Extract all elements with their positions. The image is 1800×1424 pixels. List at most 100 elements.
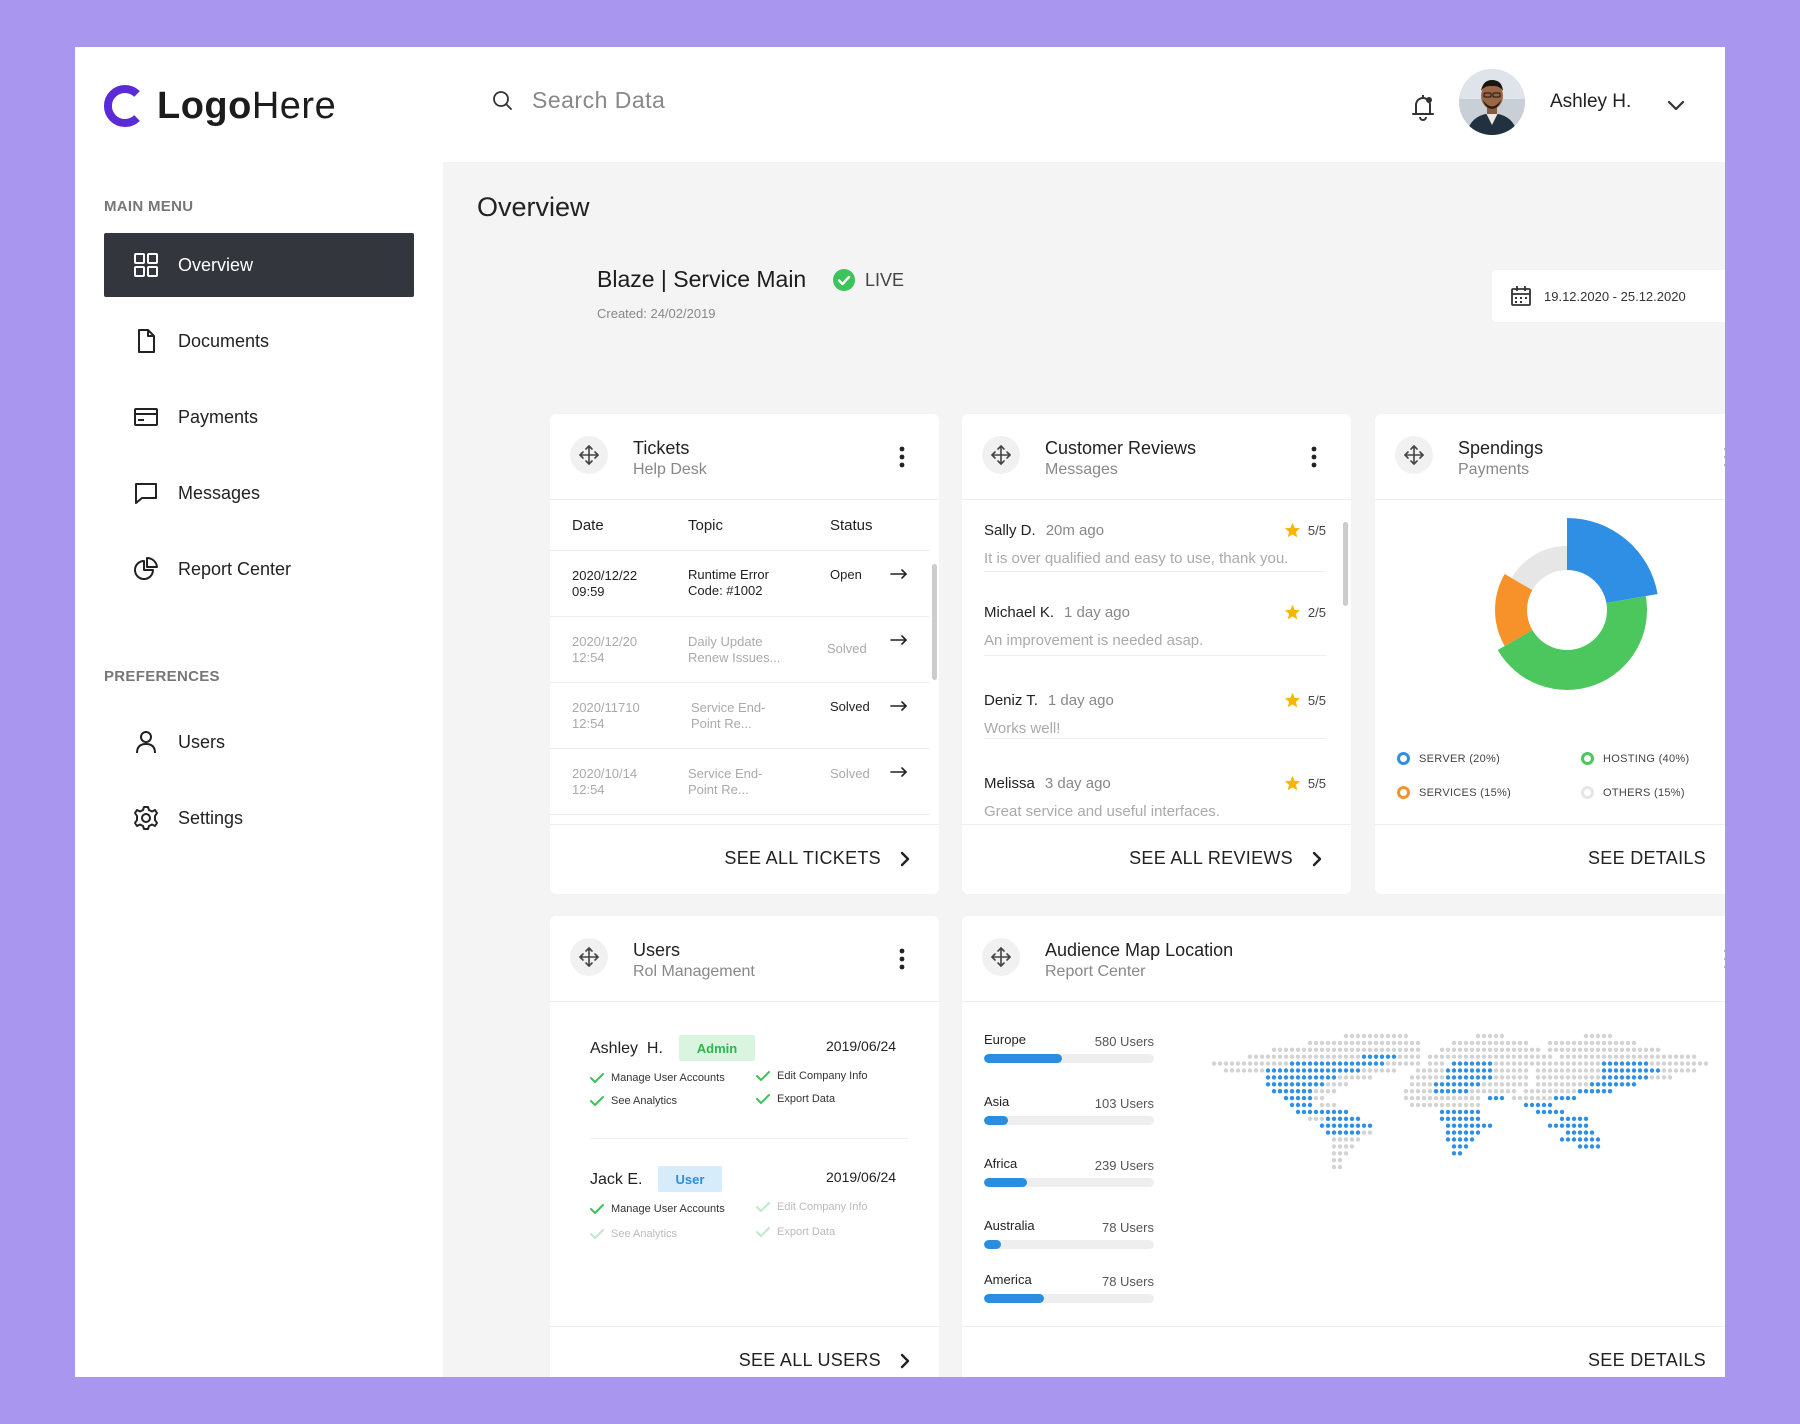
drag-handle[interactable] bbox=[982, 938, 1020, 976]
table-row[interactable]: 2020/10/14 12:54 Service End- Point Re... … bbox=[550, 749, 930, 815]
map-dot bbox=[1481, 1040, 1487, 1046]
sidebar-item-report-center[interactable]: Report Center bbox=[104, 537, 414, 601]
map-dot bbox=[1469, 1095, 1475, 1101]
drag-handle[interactable] bbox=[982, 436, 1020, 474]
map-dot bbox=[1535, 1095, 1541, 1101]
map-dot bbox=[1457, 1123, 1463, 1128]
review-text: It is over qualified and easy to use, th… bbox=[984, 550, 1289, 567]
more-options-icon[interactable] bbox=[1724, 948, 1725, 970]
user-name[interactable]: Ashley H. bbox=[1550, 91, 1632, 112]
scrollbar[interactable] bbox=[932, 564, 937, 680]
spendings-donut-chart[interactable] bbox=[1467, 510, 1667, 710]
map-dot bbox=[1337, 1109, 1343, 1115]
see-all-reviews-link[interactable]: SEE ALL REVIEWS bbox=[1129, 848, 1323, 869]
map-dot bbox=[1433, 1054, 1439, 1059]
donut-slice-services[interactable] bbox=[1495, 574, 1533, 646]
map-dot bbox=[1457, 1151, 1463, 1156]
map-dot bbox=[1667, 1061, 1673, 1066]
scrollbar[interactable] bbox=[1343, 522, 1348, 606]
search-icon[interactable] bbox=[492, 90, 514, 112]
legend-swatch bbox=[1581, 752, 1594, 765]
map-dot bbox=[1307, 1095, 1313, 1101]
sidebar-item-messages[interactable]: Messages bbox=[104, 461, 414, 525]
logo-mark-icon bbox=[103, 85, 140, 127]
drag-handle[interactable] bbox=[1395, 436, 1433, 474]
map-dot bbox=[1493, 1089, 1499, 1094]
map-dot bbox=[1577, 1068, 1583, 1073]
map-dot bbox=[1415, 1082, 1421, 1087]
check-icon bbox=[756, 1071, 770, 1081]
map-dot bbox=[1325, 1082, 1331, 1087]
region-name: Africa bbox=[984, 1156, 1018, 1171]
logo[interactable]: LogoHere bbox=[103, 84, 336, 128]
map-dot bbox=[1463, 1047, 1469, 1052]
map-dot bbox=[1523, 1054, 1529, 1059]
column-header-topic[interactable]: Topic bbox=[688, 517, 724, 534]
arrow-right-icon[interactable] bbox=[890, 701, 908, 711]
map-dot bbox=[1523, 1102, 1529, 1108]
see-details-link[interactable]: SEE DETAILS bbox=[1588, 1350, 1725, 1371]
map-dot bbox=[1475, 1095, 1481, 1101]
map-dot bbox=[1589, 1137, 1595, 1142]
see-details-link[interactable]: SEE DETAILS bbox=[1588, 848, 1725, 869]
donut-slice-server[interactable] bbox=[1567, 518, 1658, 604]
date-range-picker[interactable]: 19.12.2020 - 25.12.2020 bbox=[1492, 270, 1725, 322]
arrow-right-icon[interactable] bbox=[890, 569, 908, 579]
map-dot bbox=[1559, 1061, 1565, 1066]
map-dot bbox=[1391, 1054, 1397, 1059]
donut-slice-others[interactable] bbox=[1511, 546, 1567, 590]
more-options-icon[interactable] bbox=[899, 446, 905, 468]
more-options-icon[interactable] bbox=[1724, 446, 1725, 468]
drag-handle[interactable] bbox=[570, 436, 608, 474]
map-dot bbox=[1469, 1116, 1475, 1121]
sidebar-item-documents[interactable]: Documents bbox=[104, 309, 414, 373]
map-dot bbox=[1295, 1068, 1301, 1073]
arrow-right-icon[interactable] bbox=[890, 767, 908, 777]
sidebar-item-users[interactable]: Users bbox=[104, 710, 414, 774]
sidebar-item-label: Users bbox=[178, 731, 226, 752]
region-bar-fill bbox=[984, 1240, 1001, 1249]
more-options-icon[interactable] bbox=[1311, 446, 1317, 468]
column-header-status[interactable]: Status bbox=[830, 517, 873, 534]
arrow-right-icon[interactable] bbox=[890, 635, 908, 645]
map-dot bbox=[1511, 1054, 1517, 1059]
map-dot bbox=[1565, 1068, 1571, 1073]
map-dot bbox=[1499, 1089, 1505, 1094]
map-dot bbox=[1349, 1068, 1355, 1073]
avatar[interactable] bbox=[1459, 69, 1525, 135]
map-dot bbox=[1319, 1075, 1325, 1080]
map-dot bbox=[1577, 1047, 1583, 1052]
move-icon bbox=[579, 445, 599, 465]
map-dot bbox=[1607, 1061, 1613, 1066]
more-options-icon[interactable] bbox=[899, 948, 905, 970]
map-dot bbox=[1571, 1137, 1577, 1142]
sidebar-item-settings[interactable]: Settings bbox=[104, 786, 414, 850]
table-row[interactable]: 2020/11710 12:54 Service End- Point Re... … bbox=[550, 683, 930, 749]
notification-bell-icon[interactable] bbox=[1410, 92, 1436, 122]
table-row[interactable]: 2020/12/20 12:54 Daily Update Renew Issues… bbox=[550, 617, 930, 683]
card-title: Users bbox=[633, 940, 681, 960]
drag-handle[interactable] bbox=[570, 938, 608, 976]
donut-slice-hosting[interactable] bbox=[1497, 596, 1647, 690]
column-header-date[interactable]: Date bbox=[572, 517, 604, 534]
card-footer: SEE DETAILS bbox=[962, 1326, 1725, 1377]
see-all-tickets-link[interactable]: SEE ALL TICKETS bbox=[724, 848, 911, 869]
card-subtitle: Report Center bbox=[1045, 963, 1146, 980]
map-dot bbox=[1481, 1047, 1487, 1052]
sidebar-item-overview[interactable]: Overview bbox=[104, 233, 414, 297]
sidebar-item-payments[interactable]: Payments bbox=[104, 385, 414, 449]
map-dot bbox=[1277, 1068, 1283, 1073]
map-dot bbox=[1295, 1095, 1301, 1101]
reviewer-name: Melissa 3 day ago bbox=[984, 775, 1111, 792]
map-dot bbox=[1553, 1068, 1559, 1073]
map-dot bbox=[1463, 1137, 1469, 1142]
world-dot-map[interactable] bbox=[1210, 1028, 1725, 1298]
search-input[interactable] bbox=[532, 87, 852, 114]
map-dot bbox=[1541, 1089, 1547, 1094]
map-dot bbox=[1403, 1061, 1409, 1066]
chevron-down-icon[interactable] bbox=[1665, 97, 1687, 113]
map-dot bbox=[1319, 1068, 1325, 1073]
table-row[interactable]: 2020/12/22 09:59 Runtime Error Code: #1002… bbox=[550, 551, 930, 617]
see-all-users-link[interactable]: SEE ALL USERS bbox=[739, 1350, 911, 1371]
map-dot bbox=[1331, 1123, 1337, 1128]
